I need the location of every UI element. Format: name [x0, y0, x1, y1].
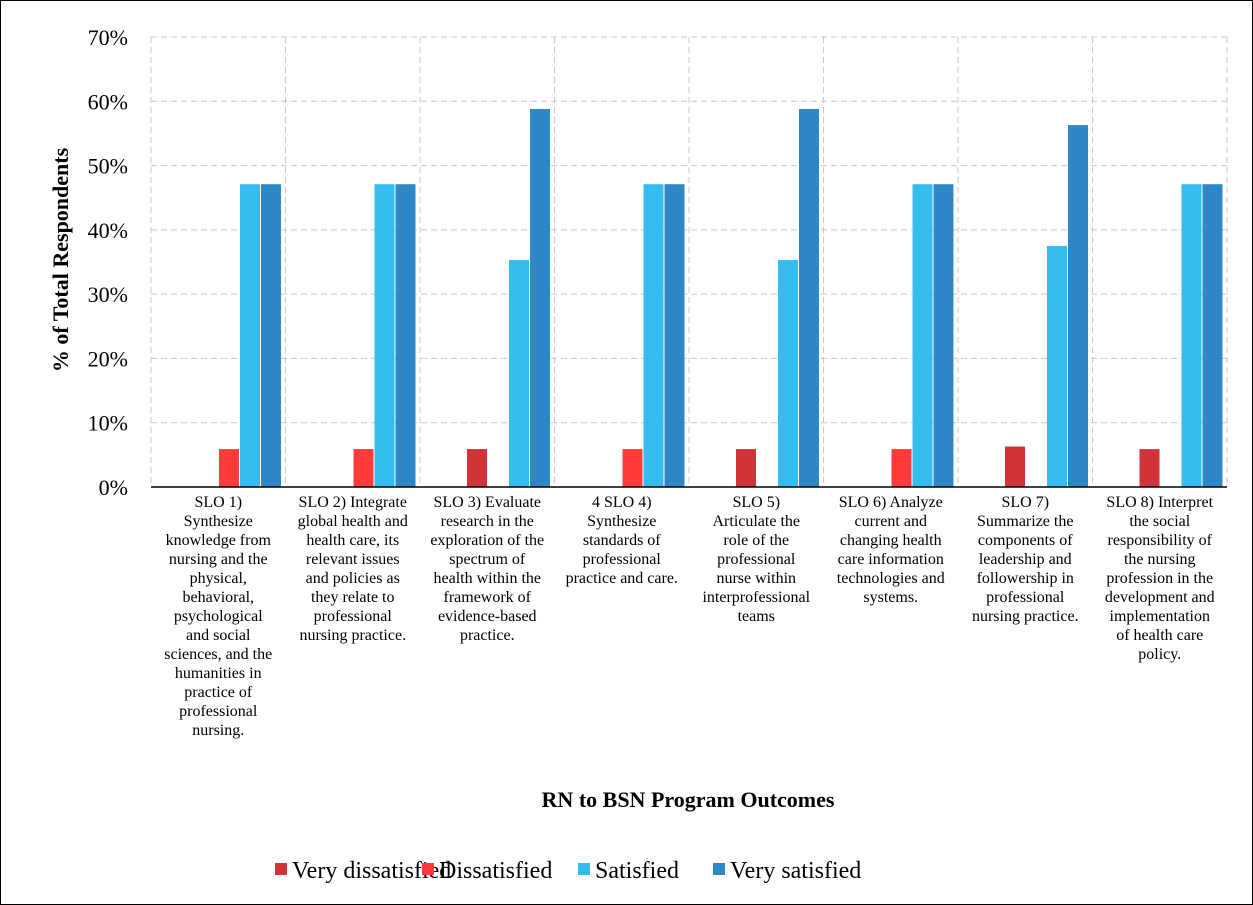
x-axis-title: RN to BSN Program Outcomes — [542, 787, 835, 812]
bars — [219, 109, 1223, 488]
y-tick-label: 60% — [88, 89, 128, 114]
bar-very-dissatisfied — [1005, 446, 1025, 487]
bar-very-satisfied — [933, 184, 954, 487]
bar-dissatisfied — [891, 449, 912, 487]
bar-satisfied — [240, 184, 260, 487]
legend-swatch — [713, 863, 725, 875]
x-category-label: SLO 6) Analyze current and changing health… — [837, 494, 945, 606]
gridlines — [150, 36, 1228, 487]
bar-very-satisfied — [261, 184, 281, 487]
bar-satisfied — [778, 260, 798, 487]
x-category-label: SLO 1) Synthesize knowledge from nursing an… — [164, 494, 272, 739]
x-category-label: SLO 2) Integrate global health and health … — [298, 494, 408, 644]
y-axis-ticks: 0% 10% 20% 30% 40% 50% 60% 70% — [88, 25, 128, 500]
bar-very-satisfied — [1202, 184, 1223, 487]
legend-label: Satisfied — [595, 858, 679, 884]
legend-swatch — [422, 863, 434, 875]
bar-satisfied — [1047, 245, 1067, 487]
legend-swatch — [578, 863, 590, 875]
x-category-label: SLO 3) Evaluate research in the exploratio… — [430, 494, 544, 644]
y-tick-label: 70% — [88, 25, 128, 50]
y-tick-label: 10% — [88, 411, 128, 436]
bar-dissatisfied — [353, 449, 374, 487]
bar-satisfied — [912, 184, 933, 487]
legend-swatch — [275, 863, 287, 875]
y-tick-label: 20% — [88, 346, 128, 371]
legend-label: Very satisfied — [730, 858, 861, 884]
y-axis-title: % of Total Respondents — [48, 147, 73, 372]
bar-satisfied — [643, 184, 664, 487]
bar-very-dissatisfied — [1139, 449, 1160, 487]
bar-dissatisfied — [219, 449, 239, 487]
bar-very-satisfied — [799, 109, 819, 487]
bar-very-dissatisfied — [736, 449, 756, 487]
legend-label: Dissatisfied — [439, 858, 552, 884]
bar-satisfied — [509, 260, 529, 487]
y-tick-label: 30% — [88, 282, 128, 307]
x-category-label: SLO 5) Articulate the role of the professio… — [702, 494, 810, 625]
x-category-label: SLO 7) Summarize the components of leadersh… — [972, 494, 1079, 625]
y-tick-label: 0% — [99, 475, 128, 500]
bar-satisfied — [374, 184, 395, 487]
bar-very-dissatisfied — [467, 449, 487, 487]
y-tick-label: 40% — [88, 218, 128, 243]
bar-very-satisfied — [1068, 125, 1088, 488]
x-axis-category-labels: SLO 1) Synthesize knowledge from nursing an… — [164, 494, 1214, 739]
x-category-label: 4 SLO 4) Synthesize standards of profession… — [566, 494, 678, 587]
bar-satisfied — [1181, 184, 1202, 487]
bar-dissatisfied — [622, 449, 643, 487]
x-category-label: SLO 8) Interpret the social responsibility… — [1105, 494, 1215, 663]
bar-very-satisfied — [530, 109, 550, 487]
y-tick-label: 50% — [88, 154, 128, 179]
bar-very-satisfied — [395, 184, 416, 487]
bar-very-satisfied — [664, 184, 685, 487]
